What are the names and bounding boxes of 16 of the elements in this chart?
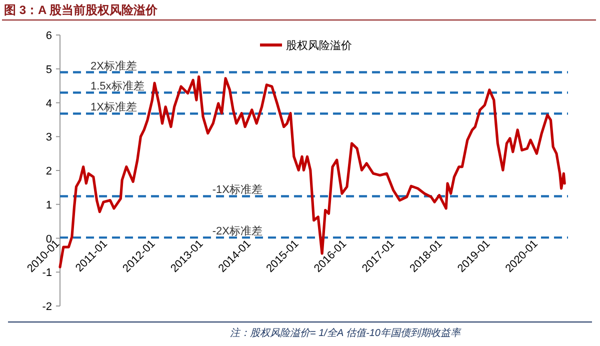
y-tick-label: 6	[46, 30, 52, 42]
legend-label: 股权风险溢价	[286, 40, 352, 52]
y-tick-label: 2	[46, 166, 52, 178]
text: 注：股权风险溢价= 1/全A 估值-10年国债到期收益率	[230, 327, 462, 339]
y-tick-label: -2	[42, 301, 52, 313]
ref-line-label: -2X标准差	[212, 224, 263, 238]
ref-line-label: 2X标准差	[90, 59, 137, 72]
ref-line-label: 1.5x标准差	[90, 80, 144, 93]
chart-title: 图 3：A 股当前股权风险溢价	[4, 3, 159, 17]
y-tick-label: 4	[46, 98, 52, 110]
y-tick-label: 1	[46, 199, 52, 212]
y-tick-label: 0	[46, 233, 52, 246]
y-tick-label: 5	[46, 64, 52, 76]
y-tick-label: 3	[46, 132, 52, 144]
ref-line-label: 1X标准差	[90, 100, 137, 114]
ref-line-label: -1X标准差	[212, 183, 263, 196]
